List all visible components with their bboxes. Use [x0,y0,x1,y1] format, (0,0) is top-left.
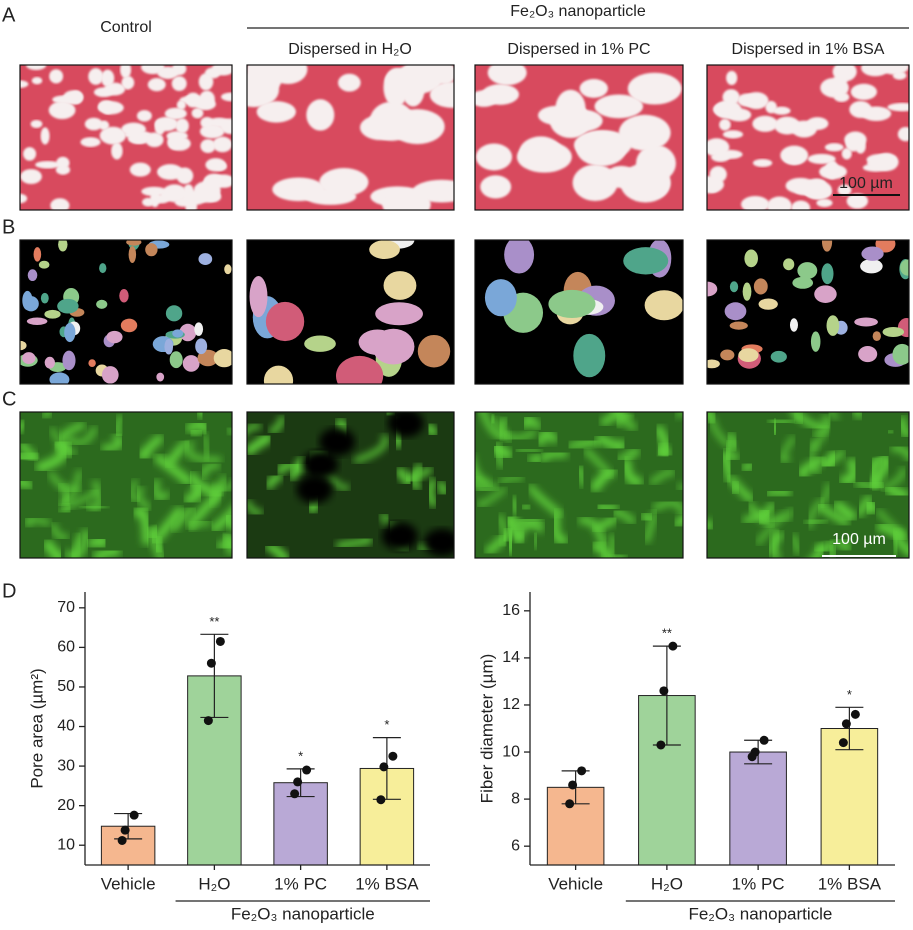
scale-bar-label: 100 µm [832,531,886,548]
significance: * [298,748,303,763]
column-header: Dispersed in H₂O [288,41,412,58]
x-tick-label: H₂O [198,874,230,893]
y-axis-label: Pore area (µm²) [27,668,46,788]
column-header: Dispersed in 1% PC [507,41,650,58]
data-point [206,658,216,668]
data-point [290,789,300,799]
panel-label: A [2,4,16,26]
panel-label: D [2,580,16,602]
y-tick-label: 10 [502,743,520,760]
y-tick-label: 70 [57,599,75,616]
x-tick-label: H₂O [651,874,683,893]
data-point [293,777,303,787]
data-point [129,810,139,820]
y-tick-label: 60 [57,639,75,656]
micrographs [19,64,910,559]
panel-label: C [2,388,16,410]
data-point [215,636,225,646]
y-tick-label: 20 [57,797,75,814]
data-point [656,740,666,750]
data-point [850,709,860,719]
data-point [668,641,678,651]
micrograph [475,412,683,558]
data-point [841,719,851,729]
x-tick-label: 1% BSA [818,874,882,893]
group-label: Fe₂O₃ nanoparticle [231,904,375,923]
micrograph [247,240,454,384]
data-point [747,752,757,762]
data-point [568,780,578,790]
x-tick-label: 1% PC [732,874,785,893]
micrograph [707,412,909,558]
data-point [759,735,769,745]
group-header: Fe₂O₃ nanoparticle [510,3,646,20]
charts: Pore area (µm²)10203040506070Vehicle**H₂… [27,592,895,923]
y-tick-label: 16 [502,602,520,619]
column-header: Control [100,19,152,36]
y-tick-label: 50 [57,678,75,695]
micrograph [20,240,232,384]
data-point [203,716,213,726]
y-tick-label: 12 [502,696,520,713]
data-point [376,795,386,805]
significance: ** [662,626,672,641]
y-tick-label: 6 [511,837,520,854]
significance: * [847,687,852,702]
micrograph [707,65,909,210]
y-tick-label: 14 [502,649,520,666]
bar-chart: Pore area (µm²)10203040506070Vehicle**H₂… [27,592,430,923]
micrograph [247,412,454,558]
data-point [117,835,127,845]
data-point [379,762,389,772]
micrograph [707,240,909,384]
y-tick-label: 8 [511,790,520,807]
panel-label: B [2,216,15,238]
significance: ** [209,614,219,629]
data-point [577,766,587,776]
group-label: Fe₂O₃ nanoparticle [688,904,832,923]
data-point [120,825,130,835]
micrograph [20,412,232,558]
data-point [659,686,669,696]
data-point [388,751,398,761]
significance: * [384,717,389,732]
x-tick-label: 1% BSA [355,874,419,893]
micrograph [475,65,683,210]
y-tick-label: 10 [57,836,75,853]
data-point [565,799,575,809]
y-tick-label: 30 [57,757,75,774]
micrograph [20,65,232,210]
data-point [302,765,312,775]
micrograph [247,65,454,210]
y-axis-label: Fiber diameter (µm) [477,654,496,804]
x-tick-label: 1% PC [274,874,327,893]
column-header: Dispersed in 1% BSA [732,41,885,58]
scale-bar-label: 100 µm [839,175,893,192]
bar [729,751,787,866]
y-tick-label: 40 [57,718,75,735]
bar [820,728,879,866]
x-tick-label: Vehicle [101,874,156,893]
bar-chart: Fiber diameter (µm) 6 8 10 12 14 16 Vehicle ** H₂… [477,592,895,923]
x-tick-label: Vehicle [548,874,603,893]
micrograph [475,240,683,384]
data-point [838,738,848,748]
